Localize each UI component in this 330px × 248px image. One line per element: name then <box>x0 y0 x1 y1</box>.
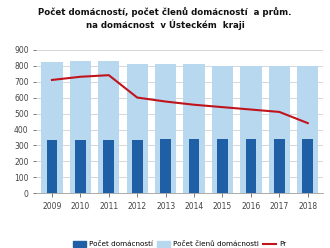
Bar <box>70 61 91 193</box>
Bar <box>103 140 114 193</box>
Bar <box>212 65 233 193</box>
Bar <box>98 61 119 193</box>
Bar <box>297 66 318 193</box>
Bar <box>47 140 57 193</box>
Text: Počet domácností, počet členů domácností  a prům.
na domácnost  v Ústeckém  kraj: Počet domácností, počet členů domácností… <box>38 7 292 30</box>
Bar <box>41 62 63 193</box>
Bar <box>160 139 171 193</box>
Bar <box>132 140 143 193</box>
Bar <box>189 139 199 193</box>
Bar <box>126 64 148 193</box>
Bar <box>274 139 285 193</box>
Bar <box>302 139 313 193</box>
Bar <box>183 64 205 193</box>
Bar <box>269 65 290 193</box>
Bar <box>75 140 86 193</box>
Bar <box>240 65 262 193</box>
Legend: Počet domácností, Počet členů domácnosti, Pr: Počet domácností, Počet členů domácnosti… <box>70 238 289 248</box>
Bar <box>246 139 256 193</box>
Bar <box>217 139 228 193</box>
Bar <box>155 64 176 193</box>
